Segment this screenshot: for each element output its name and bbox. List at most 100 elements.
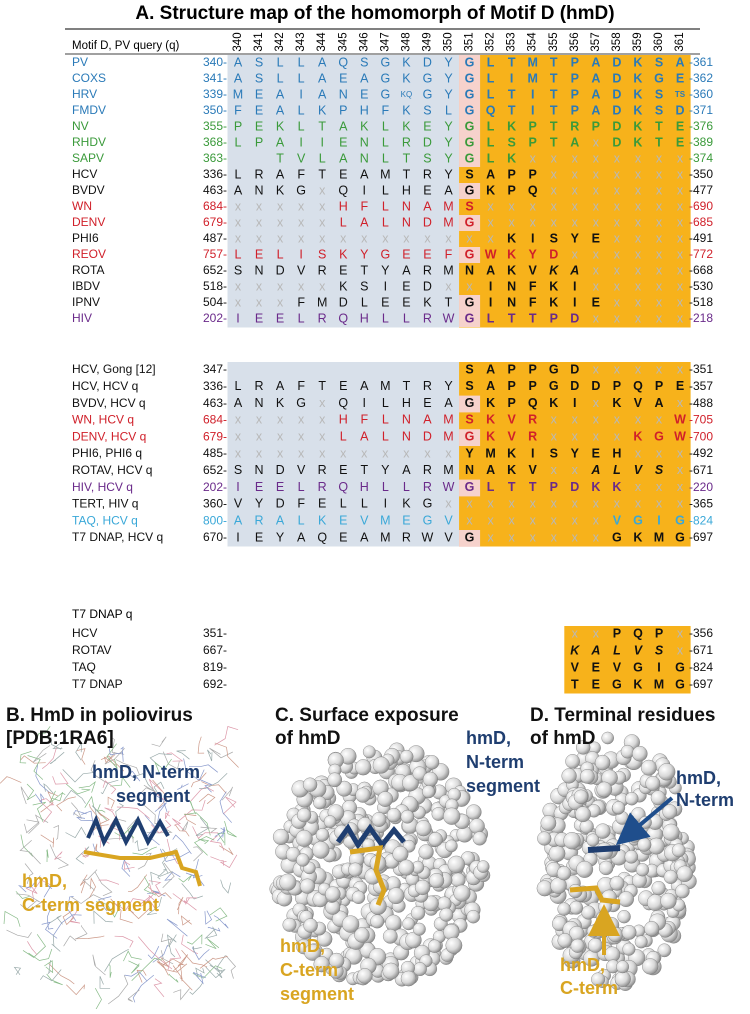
- atom: [415, 820, 432, 837]
- atom: [431, 807, 446, 821]
- wireframe: [62, 769, 96, 783]
- residue: M: [233, 87, 243, 101]
- end-label: -361: [689, 55, 713, 69]
- residue: x: [677, 231, 684, 245]
- wireframe: [19, 839, 41, 865]
- wireframe: [41, 921, 58, 939]
- row-name: HCV: [72, 626, 97, 640]
- residue: L: [361, 295, 368, 309]
- residue: L: [613, 463, 621, 477]
- start-label: 485-: [203, 446, 227, 460]
- residue: I: [384, 279, 387, 293]
- wireframe: [194, 836, 215, 856]
- residue: E: [360, 87, 368, 101]
- row-name: RHDV: [72, 135, 106, 149]
- wireframe: [104, 807, 118, 820]
- residue: T: [403, 151, 411, 165]
- residue: x: [319, 429, 326, 443]
- atom: [576, 740, 591, 755]
- wireframe: [219, 845, 234, 856]
- alignment: 340 341 342 343 344 345 346 347 348 349 350 351 352 3…: [72, 32, 713, 691]
- residue: K: [633, 135, 642, 149]
- atom: [658, 763, 676, 781]
- wireframe: [28, 948, 53, 961]
- residue: x: [656, 263, 663, 277]
- residue: A: [276, 513, 285, 527]
- residue: D: [423, 215, 432, 229]
- atom: [372, 756, 390, 774]
- residue: F: [234, 103, 242, 117]
- n-term-label: hmD,: [676, 768, 721, 788]
- residue: x: [551, 513, 558, 527]
- residue: L: [403, 311, 410, 325]
- residue: P: [507, 183, 515, 197]
- residue: x: [382, 231, 389, 245]
- c-term-label: hmD,: [560, 955, 605, 975]
- c-term-label: C-term: [280, 960, 338, 980]
- wireframe: [95, 901, 122, 918]
- residue: L: [382, 311, 389, 325]
- residue: E: [423, 396, 431, 410]
- wireframe: [204, 910, 213, 925]
- residue: S: [234, 263, 242, 277]
- atom: [315, 828, 330, 842]
- residue: x: [487, 231, 494, 245]
- residue: I: [363, 396, 366, 410]
- residue: x: [593, 429, 600, 443]
- wireframe: [136, 784, 154, 798]
- start-label: 684-: [203, 413, 227, 427]
- residue: x: [635, 279, 642, 293]
- residue: P: [339, 103, 347, 117]
- residue: T: [403, 379, 411, 393]
- wireframe: [148, 880, 162, 889]
- residue: A: [486, 263, 495, 277]
- residue: x: [551, 199, 558, 213]
- residue: x: [677, 183, 684, 197]
- atom: [412, 922, 426, 936]
- residue: L: [298, 480, 305, 494]
- residue: Q: [633, 626, 643, 640]
- wireframe: [78, 781, 96, 793]
- residue: A: [591, 55, 600, 69]
- residue: K: [507, 463, 516, 477]
- c-term-trace: [349, 845, 387, 906]
- residue: E: [339, 263, 347, 277]
- residue: M: [380, 513, 390, 527]
- position-label: 361: [674, 32, 686, 51]
- residue: S: [655, 55, 663, 69]
- start-label: 652-: [203, 263, 227, 277]
- wireframe: [146, 896, 162, 916]
- residue: x: [530, 215, 537, 229]
- residue: N: [360, 151, 369, 165]
- residue: x: [551, 167, 558, 181]
- c-term-label: hmD,: [22, 871, 67, 891]
- atom: [557, 902, 571, 916]
- residue: E: [676, 135, 684, 149]
- row-name: NV: [72, 119, 89, 133]
- residue: N: [507, 279, 516, 293]
- residue: G: [465, 311, 475, 325]
- residue: H: [402, 396, 411, 410]
- atom: [576, 860, 594, 878]
- residue: G: [465, 87, 475, 101]
- residue: A: [339, 119, 348, 133]
- residue: N: [255, 263, 264, 277]
- n-term-label: hmD,: [466, 728, 511, 748]
- atom: [609, 875, 625, 891]
- residue: x: [319, 413, 326, 427]
- start-label: 679-: [203, 429, 227, 443]
- residue: K: [339, 247, 348, 261]
- wireframe: [98, 812, 110, 824]
- wireframe: [209, 907, 228, 922]
- residue: x: [614, 167, 621, 181]
- residue: S: [507, 135, 515, 149]
- atom: [601, 731, 614, 745]
- residue: I: [489, 295, 492, 309]
- wireframe: [221, 786, 233, 801]
- position-label: 351: [464, 32, 476, 51]
- start-label: 819-: [203, 660, 227, 674]
- wireframe: [186, 934, 203, 945]
- wireframe: [156, 958, 188, 973]
- residue: S: [655, 87, 663, 101]
- cell-highlight: [459, 135, 481, 151]
